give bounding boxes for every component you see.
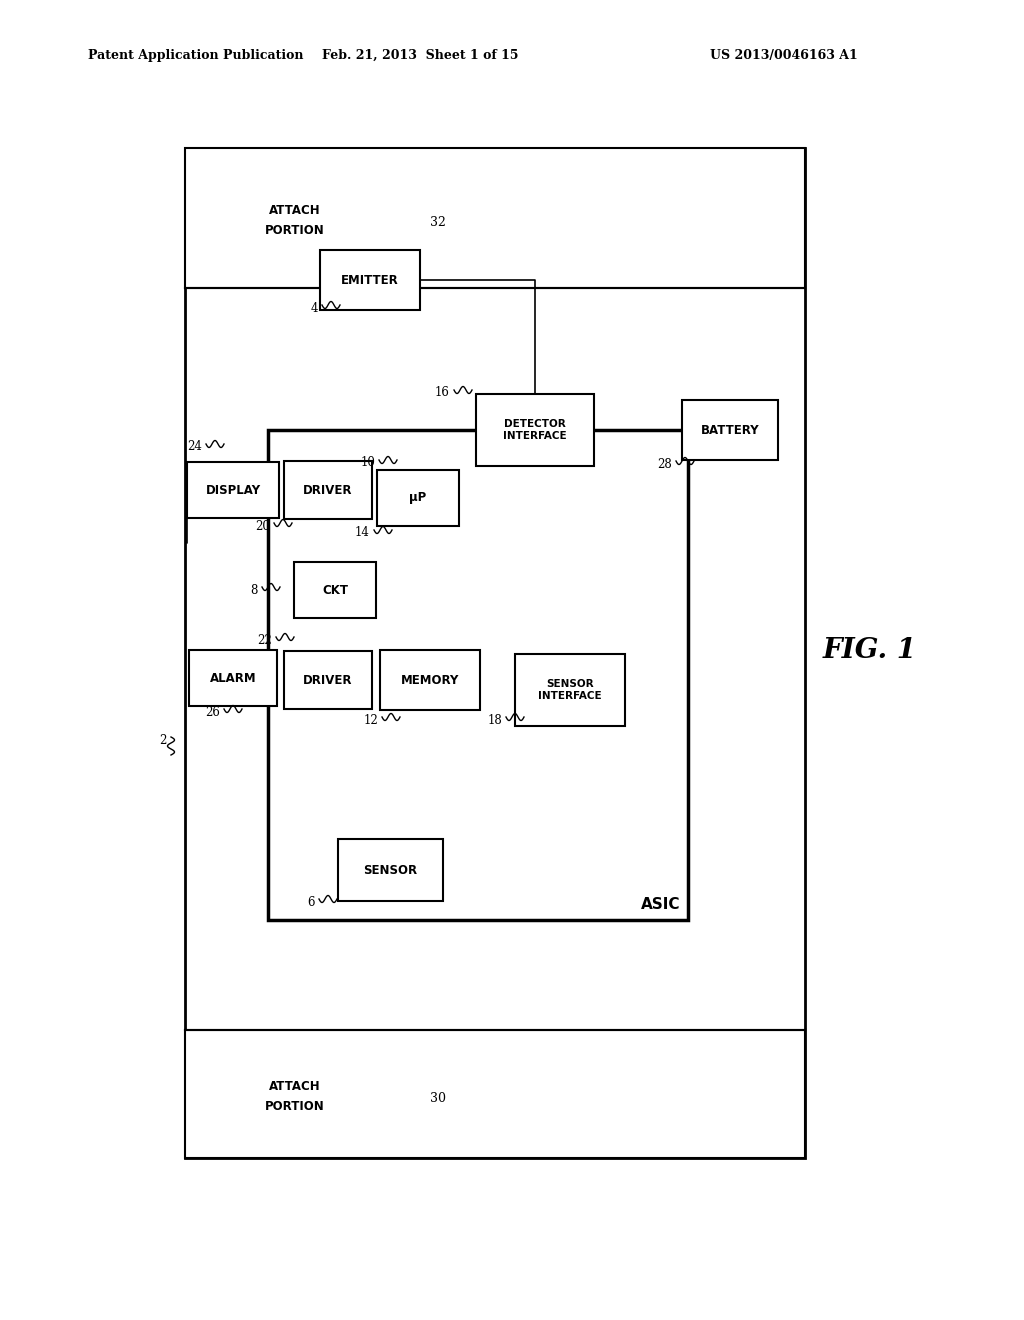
Text: 24: 24 [187,441,202,454]
Bar [189,649,278,706]
Bar [185,148,805,1158]
Text: 32: 32 [430,216,445,230]
Bar [377,470,459,525]
Bar [294,562,376,618]
Text: Feb. 21, 2013  Sheet 1 of 15: Feb. 21, 2013 Sheet 1 of 15 [322,49,518,62]
Text: DISPLAY: DISPLAY [206,483,260,496]
Text: 10: 10 [360,457,375,470]
Text: PORTION: PORTION [265,1100,325,1113]
Text: BATTERY: BATTERY [700,424,760,437]
Text: CKT: CKT [322,583,348,597]
Text: 2: 2 [160,734,167,747]
Bar [187,462,279,517]
Text: 20: 20 [255,520,270,532]
Text: DETECTOR
INTERFACE: DETECTOR INTERFACE [503,418,567,441]
Bar [338,840,442,902]
Text: 22: 22 [257,634,272,647]
Text: ATTACH: ATTACH [269,203,321,216]
Bar [515,653,625,726]
Bar [284,461,372,519]
Bar [682,400,778,459]
Text: 12: 12 [364,714,378,726]
Text: 6: 6 [307,895,315,908]
Bar [476,393,594,466]
Text: ALARM: ALARM [210,672,256,685]
Text: 18: 18 [487,714,502,726]
Text: ASIC: ASIC [640,898,680,912]
Text: 26: 26 [205,705,220,718]
Text: 4: 4 [310,301,318,314]
Text: MEMORY: MEMORY [400,673,459,686]
Text: 30: 30 [430,1093,446,1106]
Bar [185,1030,805,1158]
Bar [319,249,420,310]
Text: 14: 14 [355,527,370,540]
Bar [185,148,805,288]
Text: ATTACH: ATTACH [269,1080,321,1093]
Bar [268,430,688,920]
Text: US 2013/0046163 A1: US 2013/0046163 A1 [710,49,858,62]
Text: EMITTER: EMITTER [341,273,399,286]
Text: SENSOR
INTERFACE: SENSOR INTERFACE [539,678,602,701]
Text: Patent Application Publication: Patent Application Publication [88,49,303,62]
Text: DRIVER: DRIVER [303,673,352,686]
Text: SENSOR: SENSOR [362,863,417,876]
Text: 28: 28 [657,458,672,470]
Text: 16: 16 [435,387,450,400]
Text: PORTION: PORTION [265,223,325,236]
Text: μP: μP [410,491,427,504]
Text: 8: 8 [251,583,258,597]
Text: FIG. 1: FIG. 1 [823,636,918,664]
Text: DRIVER: DRIVER [303,483,352,496]
Bar [380,649,480,710]
Bar [284,651,372,709]
